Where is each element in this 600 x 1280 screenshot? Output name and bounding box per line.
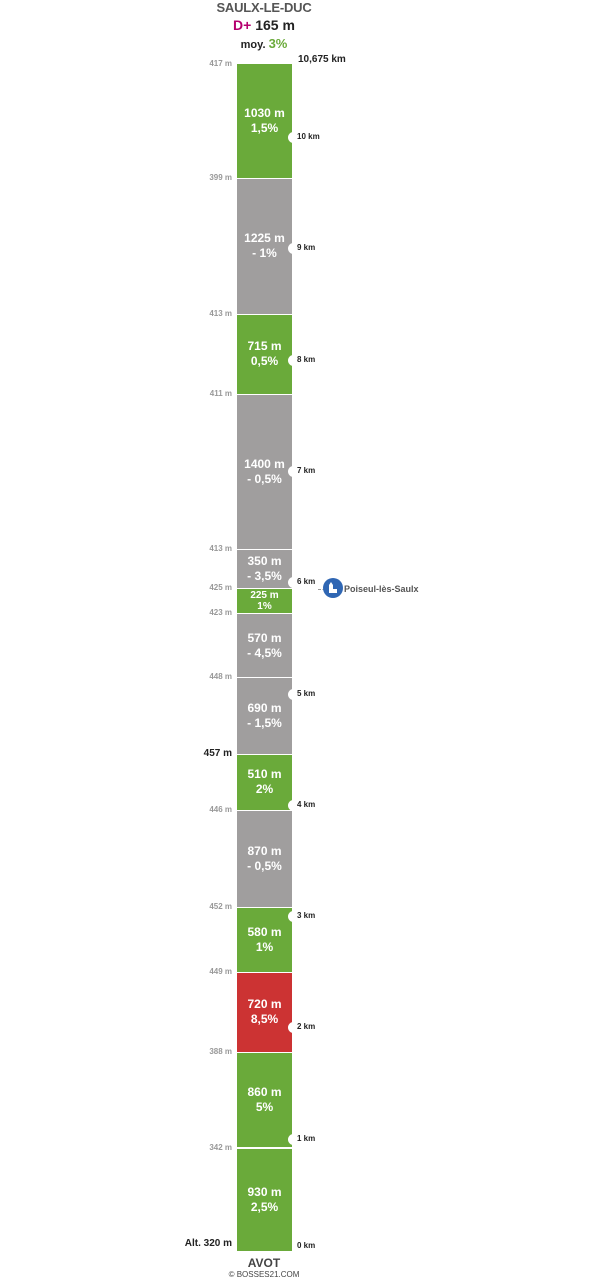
altitude-label: 446 m bbox=[209, 805, 232, 815]
segment-grade: 2% bbox=[255, 782, 274, 797]
segment-13: 1225 m- 1% bbox=[237, 177, 292, 314]
summit-name: SAULX-LE-DUC bbox=[216, 0, 312, 15]
segment-grade: - 0,5% bbox=[247, 859, 282, 874]
altitude-label: 452 m bbox=[209, 902, 232, 912]
altitude-label: 413 m bbox=[209, 544, 232, 554]
segment-length: 690 m bbox=[247, 700, 282, 715]
altitude-label: 411 m bbox=[209, 388, 232, 398]
altitude-label: 457 m bbox=[203, 747, 232, 759]
km-dot bbox=[288, 132, 299, 144]
segment-length: 720 m bbox=[247, 997, 282, 1012]
altitude-label: 388 m bbox=[209, 1046, 232, 1056]
segment-length: 1030 m bbox=[244, 105, 285, 120]
segment-grade: 1% bbox=[255, 939, 274, 954]
km-label: 6 km bbox=[297, 577, 316, 587]
segment-14: 1030 m 1,5% bbox=[237, 63, 292, 178]
segment-9: 225 m 1% bbox=[237, 588, 292, 614]
segment-length: 860 m bbox=[247, 1085, 282, 1100]
segment-grade: - 1% bbox=[252, 246, 277, 261]
km-label: 1 km bbox=[297, 1133, 316, 1143]
km-dot bbox=[288, 1133, 299, 1145]
km-dot bbox=[288, 354, 299, 366]
segment-6: 510 m 2% bbox=[237, 753, 292, 811]
segment-length: 350 m bbox=[247, 554, 282, 569]
km-label: 0 km bbox=[297, 1241, 316, 1250]
km-label: 9 km bbox=[297, 243, 316, 253]
km-label: 3 km bbox=[297, 911, 316, 921]
altitude-label: 413 m bbox=[209, 308, 232, 318]
segment-3: 720 m 8,5% bbox=[237, 971, 292, 1052]
altitude-label: 423 m bbox=[209, 608, 232, 618]
altitude-label: 449 m bbox=[209, 966, 232, 976]
segment-4: 580 m 1% bbox=[237, 907, 292, 972]
km-label: 10 km bbox=[297, 132, 320, 142]
km-label: 7 km bbox=[297, 465, 316, 475]
total-distance: 10,675 km bbox=[298, 54, 346, 65]
km-dot bbox=[288, 911, 299, 923]
altitude-label: Alt. 320 m bbox=[184, 1238, 232, 1249]
church-icon-glyph bbox=[329, 582, 337, 593]
segment-grade: - 0,5% bbox=[247, 471, 282, 486]
altitude-label: 417 m bbox=[209, 59, 232, 68]
segment-5: 870 m- 0,5% bbox=[237, 810, 292, 908]
segment-grade: - 1,5% bbox=[247, 715, 282, 730]
segment-grade: 8,5% bbox=[250, 1012, 279, 1027]
gain-value: 165 m bbox=[255, 17, 295, 33]
segment-grade: - 4,5% bbox=[247, 645, 282, 660]
segment-grade: - 3,5% bbox=[247, 569, 282, 584]
segment-1: 930 m 2,5% bbox=[237, 1147, 292, 1251]
segment-length: 1225 m bbox=[244, 231, 285, 246]
segment-12: 715 m 0,5% bbox=[237, 313, 292, 394]
segment-length: 580 m bbox=[247, 924, 282, 939]
segment-length: 715 m bbox=[247, 339, 282, 354]
km-label: 4 km bbox=[297, 799, 316, 809]
km-dot bbox=[288, 688, 299, 700]
segment-length: 1400 m bbox=[244, 456, 285, 471]
km-label: 8 km bbox=[297, 354, 316, 364]
altitude-label: 425 m bbox=[209, 583, 232, 593]
segment-length: 870 m bbox=[247, 844, 282, 859]
km-dot bbox=[288, 1022, 299, 1034]
segment-11: 1400 m- 0,5% bbox=[237, 393, 292, 550]
segment-length: 510 m bbox=[247, 767, 282, 782]
km-dot bbox=[288, 243, 299, 255]
start-name: AVOT bbox=[247, 1256, 281, 1270]
credit: © BOSSES21.COM bbox=[228, 1270, 300, 1279]
altitude-label: 399 m bbox=[209, 172, 232, 182]
altitude-label: 448 m bbox=[209, 671, 232, 681]
avg-value: 3% bbox=[268, 36, 288, 51]
segment-length: 930 m bbox=[247, 1184, 282, 1199]
segment-length: 570 m bbox=[247, 630, 282, 645]
segment-grade: 2,5% bbox=[250, 1199, 279, 1214]
km-label: 5 km bbox=[297, 688, 316, 698]
gain-prefix: D+ bbox=[233, 17, 252, 33]
elevation-gain: D+ 165 m bbox=[164, 17, 364, 33]
segment-10: 350 m- 3,5% bbox=[237, 549, 292, 589]
segment-grade: 1,5% bbox=[250, 120, 279, 135]
segment-7: 690 m- 1,5% bbox=[237, 676, 292, 754]
km-label: 2 km bbox=[297, 1022, 316, 1032]
km-dot bbox=[288, 577, 299, 589]
segment-grade: 5% bbox=[255, 1100, 274, 1115]
church-icon bbox=[323, 578, 343, 598]
waypoint-name: Poiseul-lès-Saulx bbox=[344, 584, 419, 594]
segment-2: 860 m 5% bbox=[237, 1051, 292, 1148]
segment-8: 570 m- 4,5% bbox=[237, 613, 292, 677]
km-dot bbox=[288, 799, 299, 811]
segment-grade: 1% bbox=[257, 601, 272, 613]
km-dot bbox=[288, 465, 299, 477]
altitude-label: 342 m bbox=[209, 1142, 232, 1152]
segment-grade: 0,5% bbox=[250, 354, 279, 369]
average-grade: moy. 3% bbox=[164, 36, 364, 51]
segment-length: 225 m bbox=[250, 589, 279, 601]
avg-label: moy. bbox=[240, 39, 266, 51]
